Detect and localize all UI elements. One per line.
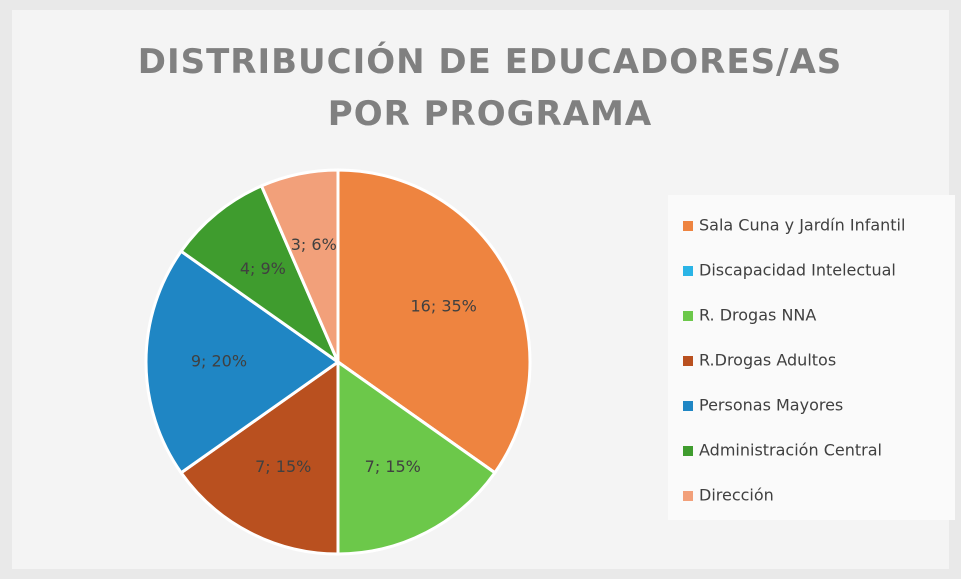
- legend-label: R.Drogas Adultos: [699, 351, 836, 370]
- legend-label: Personas Mayores: [699, 396, 843, 415]
- legend-swatch: [683, 401, 693, 411]
- legend-swatch: [683, 221, 693, 231]
- data-label: 7; 15%: [365, 457, 421, 476]
- pie-slice: [336, 168, 532, 475]
- legend-swatch: [683, 491, 693, 501]
- legend-swatch: [683, 266, 693, 276]
- data-label: 7; 15%: [255, 457, 311, 476]
- legend-box: [668, 195, 955, 520]
- legend-swatch: [683, 446, 693, 456]
- data-label: 3; 6%: [291, 235, 337, 254]
- legend-swatch: [683, 311, 693, 321]
- pie-slice: [336, 359, 497, 556]
- pie-slice: [179, 183, 342, 367]
- data-label: 16; 35%: [410, 297, 476, 316]
- legend-label: R. Drogas NNA: [699, 306, 816, 325]
- data-label: 4; 9%: [240, 259, 286, 278]
- legend-label: Sala Cuna y Jardín Infantil: [699, 216, 905, 235]
- pie-slice: [179, 359, 340, 556]
- chart-title: DISTRIBUCIÓN DE EDUCADORES/AS POR PROGRA…: [137, 42, 843, 134]
- legend-label: Dirección: [699, 486, 774, 505]
- data-label: 9; 20%: [191, 352, 247, 371]
- legend-label: Discapacidad Intelectual: [699, 261, 896, 280]
- legend-swatch: [683, 356, 693, 366]
- pie-slice: [144, 249, 341, 475]
- pie-slice: [259, 168, 340, 363]
- legend-label: Administración Central: [699, 441, 882, 460]
